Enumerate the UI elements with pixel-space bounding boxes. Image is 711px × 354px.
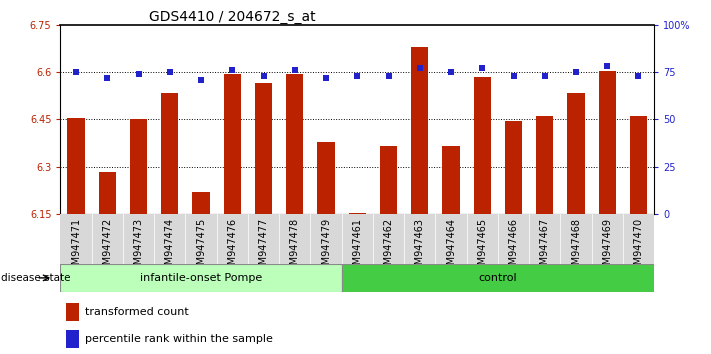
Point [383,73,394,79]
Text: disease state: disease state [1,273,71,283]
Point [570,69,582,75]
Point [133,71,144,77]
Bar [66,330,80,348]
Text: GSM947471: GSM947471 [71,218,81,277]
Text: GSM947463: GSM947463 [415,218,424,277]
Text: control: control [479,273,517,283]
Point [258,73,269,79]
Text: GSM947468: GSM947468 [571,218,581,277]
Point [351,73,363,79]
Text: infantile-onset Pompe: infantile-onset Pompe [140,273,262,283]
Bar [630,116,647,214]
Point [539,73,550,79]
Bar [255,83,272,214]
Bar [161,93,178,214]
Point [70,69,82,75]
Text: GSM947461: GSM947461 [352,218,363,277]
Text: GSM947472: GSM947472 [102,218,112,278]
Point [289,67,301,73]
Text: percentile rank within the sample: percentile rank within the sample [85,334,273,344]
Text: GSM947464: GSM947464 [446,218,456,277]
Point [227,67,238,73]
Point [164,69,176,75]
Point [633,73,644,79]
Bar [287,74,304,214]
Text: GSM947478: GSM947478 [290,218,300,277]
Bar [474,77,491,214]
Bar [68,118,85,214]
Point [321,75,332,81]
Point [476,65,488,71]
Point [102,75,113,81]
Text: GSM947466: GSM947466 [508,218,518,277]
Point [602,64,613,69]
Bar [342,264,654,292]
Bar [60,264,342,292]
Bar [380,146,397,214]
Bar [130,120,147,214]
Text: GSM947469: GSM947469 [602,218,612,277]
Bar [348,213,366,214]
Bar [505,121,522,214]
Bar [536,116,553,214]
Text: GSM947462: GSM947462 [383,218,393,277]
Bar [317,142,335,214]
Bar [442,146,459,214]
Text: GSM947474: GSM947474 [165,218,175,277]
Text: GSM947470: GSM947470 [634,218,643,277]
Bar [224,74,241,214]
Bar [99,172,116,214]
Bar [193,192,210,214]
Bar [66,303,80,321]
Text: GSM947467: GSM947467 [540,218,550,277]
Text: transformed count: transformed count [85,307,189,317]
Text: GSM947465: GSM947465 [477,218,487,277]
Point [445,69,456,75]
Text: GSM947479: GSM947479 [321,218,331,277]
Bar [567,93,584,214]
Text: GDS4410 / 204672_s_at: GDS4410 / 204672_s_at [149,10,316,24]
Point [508,73,519,79]
Bar [411,47,428,214]
Text: GSM947475: GSM947475 [196,218,206,278]
Point [414,65,425,71]
Point [196,77,207,82]
Text: GSM947476: GSM947476 [228,218,237,277]
Text: GSM947477: GSM947477 [259,218,269,278]
Text: GSM947473: GSM947473 [134,218,144,277]
Bar [599,70,616,214]
